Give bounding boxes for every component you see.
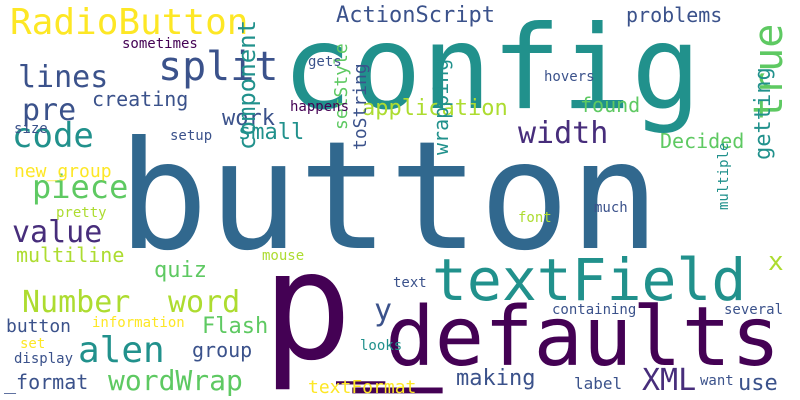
word-decided: Decided <box>660 129 744 153</box>
word-component: component <box>233 20 261 150</box>
word-actionscript: ActionScript <box>336 3 495 28</box>
word-setup: setup <box>170 128 212 144</box>
word-work: work <box>222 106 275 131</box>
word-multiple: multiple <box>716 143 732 210</box>
word-value: value <box>12 215 102 250</box>
word-x: x <box>768 247 784 277</box>
word-display: display <box>14 351 73 367</box>
word-p: p_ <box>262 220 443 394</box>
word-new-group: new_group <box>14 161 112 182</box>
word-piece: piece <box>32 168 128 206</box>
word-textfield: textField <box>432 246 746 314</box>
word-radiobutton: RadioButton <box>10 2 248 43</box>
word-wordwrap: wordWrap <box>108 364 243 397</box>
word-alen: alen <box>78 330 165 371</box>
word-textformat: textFormat <box>308 377 416 398</box>
word-pretty: pretty <box>56 205 107 221</box>
word-problems: problems <box>626 3 722 27</box>
word-set: set <box>20 336 45 352</box>
word-tostring: toString <box>350 63 371 150</box>
word-text: text <box>393 275 427 291</box>
word-quiz: quiz <box>154 258 207 283</box>
word-y: y <box>374 293 392 328</box>
word-several: several <box>724 302 783 318</box>
word-small: small <box>238 120 304 145</box>
word-width: width <box>518 116 608 151</box>
word-mouse: mouse <box>262 248 304 264</box>
word-hovers: hovers <box>544 69 595 85</box>
word-config: config <box>282 1 701 136</box>
word-information: information <box>92 315 185 331</box>
word-setstyle: setStyle <box>331 43 352 130</box>
word-looks: looks <box>360 338 402 354</box>
word-happens: happens <box>290 99 349 115</box>
word-code: code <box>12 116 94 156</box>
word-true: true <box>746 24 792 120</box>
word-multiline: multiline <box>16 243 124 267</box>
word-button: button <box>118 110 660 284</box>
word-defaults: _defaults <box>336 290 780 385</box>
word-xml: XML <box>642 363 696 398</box>
word-getting: getting <box>751 67 776 160</box>
word-format: _format <box>4 370 88 394</box>
word-lines: lines <box>18 60 108 95</box>
word-flash: Flash <box>202 314 268 339</box>
word-creating: creating <box>92 87 188 111</box>
word-containing: containing <box>552 302 636 318</box>
word-making: making <box>456 366 535 391</box>
word-number: Number <box>22 285 130 320</box>
word-found: found <box>580 93 640 117</box>
word-button: button <box>6 316 71 337</box>
word-want: want <box>700 373 734 389</box>
word-font: font <box>518 210 552 226</box>
word-sometimes: sometimes <box>122 36 198 52</box>
word-pre: pre <box>22 93 76 128</box>
word-use: use <box>738 371 778 396</box>
word-word: word <box>168 285 240 320</box>
word-label: label <box>574 374 622 393</box>
word-wrapping: wrapping <box>429 59 453 155</box>
word-group: group <box>192 338 252 362</box>
word-much: much <box>594 200 628 216</box>
word-gets: gets <box>308 54 342 70</box>
word-size: size <box>14 121 48 137</box>
word-split: split <box>158 44 278 90</box>
word-application: application <box>362 96 508 121</box>
